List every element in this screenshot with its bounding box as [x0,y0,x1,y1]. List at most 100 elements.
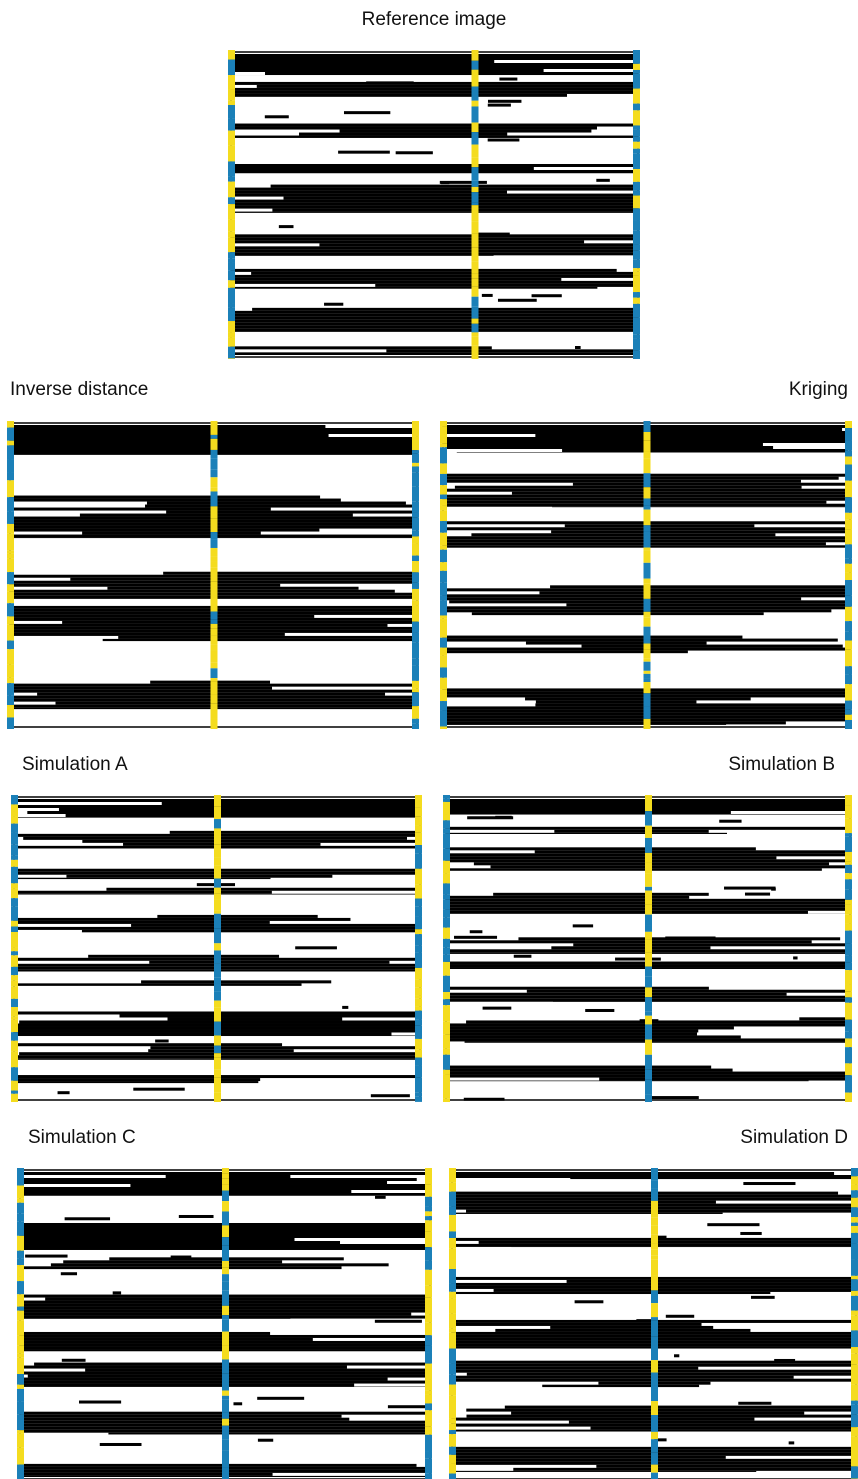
well-data [443,992,450,999]
well-data [443,1055,450,1070]
well-data [472,167,479,180]
black-facies [231,124,638,127]
well-data [425,1451,432,1458]
well-data [633,153,640,169]
well-data [443,999,450,1005]
well-data [228,118,235,130]
well-data [651,1217,658,1225]
well-data [415,1065,422,1077]
well-data [214,1077,221,1093]
black-facies [85,1369,430,1372]
well-data [472,287,479,297]
well-data [443,833,450,848]
well-data [425,1216,432,1220]
black-facies [495,1329,750,1332]
black-facies [472,612,764,615]
well-data [214,950,221,963]
well-data [651,1244,658,1250]
well-data [845,991,852,997]
well-data [845,1047,852,1063]
well-data [851,1176,858,1185]
well-data [17,1168,24,1182]
well-data [845,621,852,632]
well-data [472,192,479,202]
black-facies [443,477,839,480]
black-facies [231,240,584,243]
well-data [851,1353,858,1364]
well-data [425,1352,432,1364]
black-facies [20,1266,342,1269]
well-data [222,1261,229,1267]
well-data [651,1452,658,1464]
well-data [17,1448,24,1451]
black-fleck [674,1354,679,1357]
well-data [228,238,235,253]
black-facies [10,615,314,618]
well-data [11,1052,18,1067]
well-data [425,1394,432,1403]
well-data [845,513,852,520]
well-data [211,681,218,694]
well-data [412,517,419,530]
well-data [11,824,18,833]
well-data [412,723,419,729]
well-data [645,838,652,853]
well-data [633,125,640,129]
well-data [644,459,651,474]
well-data [222,1191,229,1202]
well-data [440,463,447,474]
well-data [228,304,235,308]
well-data [415,906,422,909]
well-data [472,157,479,167]
black-facies [445,446,773,449]
well-data [412,633,419,643]
well-data [443,910,450,918]
black-facies [10,496,320,499]
well-data [645,1039,652,1054]
black-facies [512,492,850,495]
well-data [472,205,479,222]
black-facies [493,893,709,896]
panel-title: Simulation D [740,1127,848,1148]
black-fleck [100,1443,142,1446]
well-data [440,583,447,595]
well-data [845,1063,852,1075]
well-data [17,1186,24,1199]
well-data [443,948,450,955]
black-facies [231,66,638,69]
well-data [845,564,852,573]
well-data [222,1332,229,1346]
well-data [7,534,14,551]
well-data [633,115,640,126]
black-facies [62,621,417,624]
black-facies [20,1473,273,1476]
figure: Reference imageInverse distanceKrigingSi… [0,0,858,1479]
black-facies [452,1292,770,1294]
black-facies [455,486,802,489]
black-facies [446,1032,697,1035]
well-data [440,505,447,511]
black-facies [82,840,420,843]
black-facies [452,1367,698,1370]
well-data [645,997,652,1011]
black-facies [231,346,492,349]
black-facies [14,918,350,921]
well-data [449,1292,456,1298]
well-data [633,268,640,272]
well-data [472,222,479,233]
black-fleck [375,1320,422,1323]
well-data [440,546,447,550]
black-facies [386,349,638,352]
well-data [651,1432,658,1439]
panel: Inverse distance [7,379,419,729]
well-data [211,620,218,624]
well-data [412,450,419,453]
well-data [17,1294,24,1306]
black-facies [108,1433,430,1435]
well-data [449,1455,456,1464]
well-data [645,887,652,891]
black-facies [231,255,494,256]
well-data [415,1050,422,1058]
well-data [228,101,235,105]
well-data [425,1380,432,1391]
